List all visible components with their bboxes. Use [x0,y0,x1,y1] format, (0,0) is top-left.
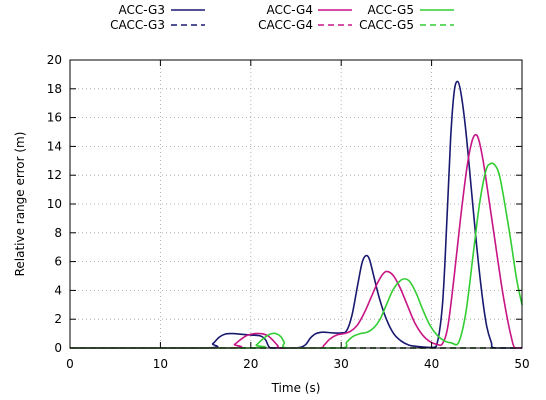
y-tick-label: 4 [54,283,62,297]
x-tick-label: 20 [243,357,258,371]
y-tick-label: 18 [47,82,62,96]
y-tick-label: 16 [47,111,62,125]
x-tick-label: 10 [153,357,168,371]
series-line-acc-g3 [70,80,522,349]
x-tick-label: 30 [334,357,349,371]
y-tick-label: 6 [54,255,62,269]
ticks: 0 10 20 30 40 50 0 2 4 6 8 10 12 14 16 18 20 [47,53,530,371]
legend-label-cacc-g5: CACC-G5 [359,18,414,32]
legend-label-cacc-g4: CACC-G4 [258,18,313,32]
x-tick-label: 50 [514,357,529,371]
legend: ACC-G3 ACC-G4 ACC-G5 CACC-G3 CACC-G4 CACC-G5 [110,3,454,32]
y-tick-label: 0 [54,341,62,355]
y-axis-title: Relative range error (m) [13,132,27,277]
x-axis-title: Time (s) [271,381,321,395]
y-tick-label: 20 [47,53,62,67]
y-tick-label: 2 [54,312,62,326]
series-line-acc-g5 [70,162,523,349]
legend-label-acc-g4: ACC-G4 [267,3,313,17]
y-tick-label: 14 [47,139,62,153]
legend-label-cacc-g3: CACC-G3 [110,18,165,32]
series-line-acc-g4 [70,133,522,349]
x-tick-label: 0 [66,357,74,371]
y-tick-label: 12 [47,168,62,182]
x-tick-label: 40 [424,357,439,371]
legend-label-acc-g5: ACC-G5 [368,3,414,17]
y-tick-label: 8 [54,226,62,240]
y-tick-label: 10 [47,197,62,211]
legend-label-acc-g3: ACC-G3 [119,3,165,17]
